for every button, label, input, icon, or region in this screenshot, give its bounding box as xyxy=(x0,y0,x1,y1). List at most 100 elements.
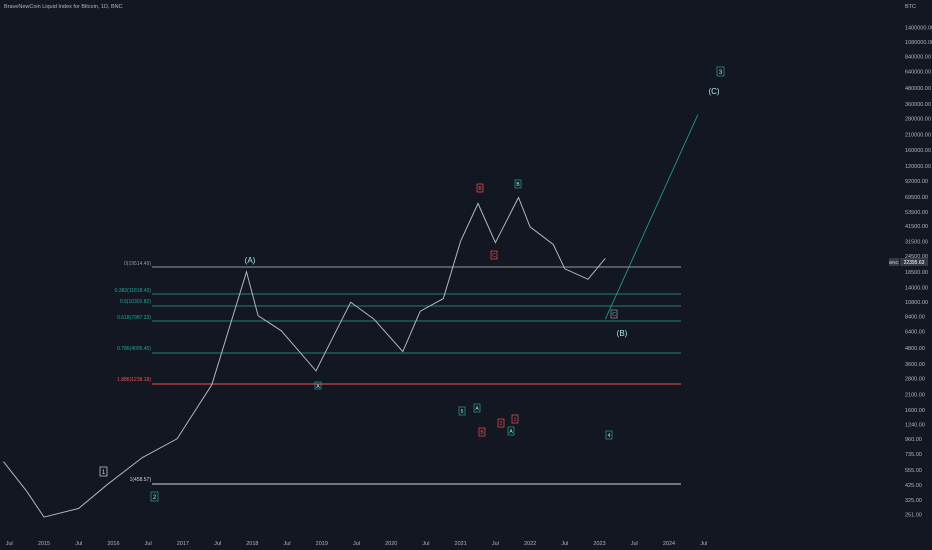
svg-text:A: A xyxy=(509,429,513,435)
price-series-line xyxy=(3,196,606,518)
x-tick-label: 2023 xyxy=(593,541,605,547)
fib-label-1: 1(458.57) xyxy=(130,477,152,483)
svg-text:C: C xyxy=(492,253,496,259)
y-tick-label: 3600.00 xyxy=(905,362,925,368)
y-tick-label: 1080000.00 xyxy=(905,40,932,46)
svg-text:A: A xyxy=(475,406,479,412)
wave-marker-sub-a: A xyxy=(473,403,481,413)
wave-marker-4: 4 xyxy=(605,430,613,440)
x-tick-label: 2022 xyxy=(524,541,536,547)
y-tick-label: 555.00 xyxy=(905,468,922,474)
wave-marker-5: 5 xyxy=(458,406,466,416)
y-tick-label: 8400.00 xyxy=(905,314,925,320)
svg-text:2: 2 xyxy=(153,495,157,501)
y-tick-label: 10800.00 xyxy=(905,300,928,306)
y-tick-label: 14000.00 xyxy=(905,286,928,292)
x-tick-label: Jul xyxy=(561,541,568,547)
x-tick-label: Jul xyxy=(75,541,82,547)
wave-label-A: (A) xyxy=(245,256,256,265)
fib-label-0618: 0.618(7987.23) xyxy=(117,315,151,321)
x-tick-label: Jul xyxy=(422,541,429,547)
y-tick-label: 1600.00 xyxy=(905,408,925,414)
axis-currency-label: BTC xyxy=(905,4,916,10)
fib-label-1886: 1.886(1238.18) xyxy=(117,377,151,383)
svg-text:B: B xyxy=(480,430,484,436)
svg-text:A: A xyxy=(316,384,320,390)
wave-marker-sub-b: B xyxy=(478,427,486,437)
y-tick-label: 18500.00 xyxy=(905,270,928,276)
x-tick-label: 2024 xyxy=(663,541,675,547)
wave-marker-sub-1: 1 xyxy=(511,414,519,424)
y-tick-label: 1400000.00 xyxy=(905,26,932,32)
fib-label-05: 0.5(10301.82) xyxy=(120,299,151,305)
time-axis[interactable]: Jul 2015 Jul 2016 Jul 2017 Jul 2018 Jul 2019 Jul 20… xyxy=(6,541,707,547)
x-tick-label: Jul xyxy=(492,541,499,547)
y-tick-label: 4800.00 xyxy=(905,346,925,352)
y-tick-label: 120000.00 xyxy=(905,164,931,170)
y-tick-label: 24500.00 xyxy=(905,254,928,260)
fib-label-0786: 0.786(4095.45) xyxy=(117,346,151,352)
x-tick-label: Jul xyxy=(6,541,13,547)
y-tick-label: 6400.00 xyxy=(905,330,925,336)
wave-marker-2: 2 xyxy=(150,491,159,502)
y-tick-label: 840000.00 xyxy=(905,54,931,60)
price-axis[interactable]: BTC 1400000.00 1080000.00 840000.00 640000.… xyxy=(905,4,932,519)
y-tick-label: 325.00 xyxy=(905,498,922,504)
x-tick-label: 2021 xyxy=(455,541,467,547)
y-tick-label: 92000.00 xyxy=(905,179,928,185)
y-tick-label: 360000.00 xyxy=(905,102,931,108)
svg-text:1: 1 xyxy=(102,470,106,476)
fib-label-0: 0(19514.49) xyxy=(124,261,151,267)
y-tick-label: 425.00 xyxy=(905,483,922,489)
projection-line xyxy=(604,114,699,320)
y-tick-label: 31500.00 xyxy=(905,240,928,246)
x-tick-label: Jul xyxy=(145,541,152,547)
x-tick-label: 2016 xyxy=(107,541,119,547)
y-tick-label: 69500.00 xyxy=(905,195,928,201)
svg-text:BNC: BNC xyxy=(889,260,899,265)
x-tick-label: 2017 xyxy=(177,541,189,547)
svg-text:1: 1 xyxy=(514,417,517,423)
x-tick-label: Jul xyxy=(631,541,638,547)
y-tick-label: 160000.00 xyxy=(905,148,931,154)
y-tick-label: 640000.00 xyxy=(905,70,931,76)
x-tick-label: 2019 xyxy=(316,541,328,547)
y-tick-label: 280000.00 xyxy=(905,116,931,122)
x-tick-label: Jul xyxy=(700,541,707,547)
y-tick-label: 2100.00 xyxy=(905,393,925,399)
fib-label-0382: 0.382(11818.43) xyxy=(115,288,152,294)
x-tick-label: Jul xyxy=(284,541,291,547)
wave-marker-b-red: B xyxy=(476,183,484,193)
y-tick-label: 41500.00 xyxy=(905,224,928,230)
x-tick-label: Jul xyxy=(214,541,221,547)
wave-marker-1: 1 xyxy=(99,466,108,477)
svg-text:3: 3 xyxy=(719,70,723,76)
svg-text:5: 5 xyxy=(461,409,464,415)
wave-marker-3: 3 xyxy=(716,66,725,77)
y-tick-label: 251.00 xyxy=(905,513,922,519)
y-tick-label: 735.00 xyxy=(905,452,922,458)
y-tick-label: 210000.00 xyxy=(905,133,931,139)
wave-marker-sub-a2: A xyxy=(507,426,515,436)
x-tick-label: 2015 xyxy=(38,541,50,547)
svg-text:4: 4 xyxy=(608,433,611,439)
wave-marker-c-small: C xyxy=(610,309,618,319)
svg-text:C: C xyxy=(612,312,616,318)
x-tick-label: Jul xyxy=(353,541,360,547)
y-tick-label: 53500.00 xyxy=(905,210,928,216)
chart-title: BraveNewCoin Liquid Index for Bitcoin, 1… xyxy=(4,4,123,10)
wave-marker-c-red: C xyxy=(490,250,498,260)
wave-marker-b-teal: B xyxy=(514,179,522,189)
wave-marker-a-low: A xyxy=(314,381,322,390)
x-tick-label: 2018 xyxy=(246,541,258,547)
y-tick-label: 2800.00 xyxy=(905,376,925,382)
y-tick-label: 480000.00 xyxy=(905,86,931,92)
wave-label-B: (B) xyxy=(617,329,628,338)
svg-text:22395.63: 22395.63 xyxy=(904,260,925,266)
svg-text:2: 2 xyxy=(500,421,503,427)
x-tick-label: 2020 xyxy=(385,541,397,547)
current-price-badge: BNC 22395.63 xyxy=(889,258,928,266)
svg-text:B: B xyxy=(516,182,520,188)
wave-marker-sub-2: 2 xyxy=(497,418,505,428)
